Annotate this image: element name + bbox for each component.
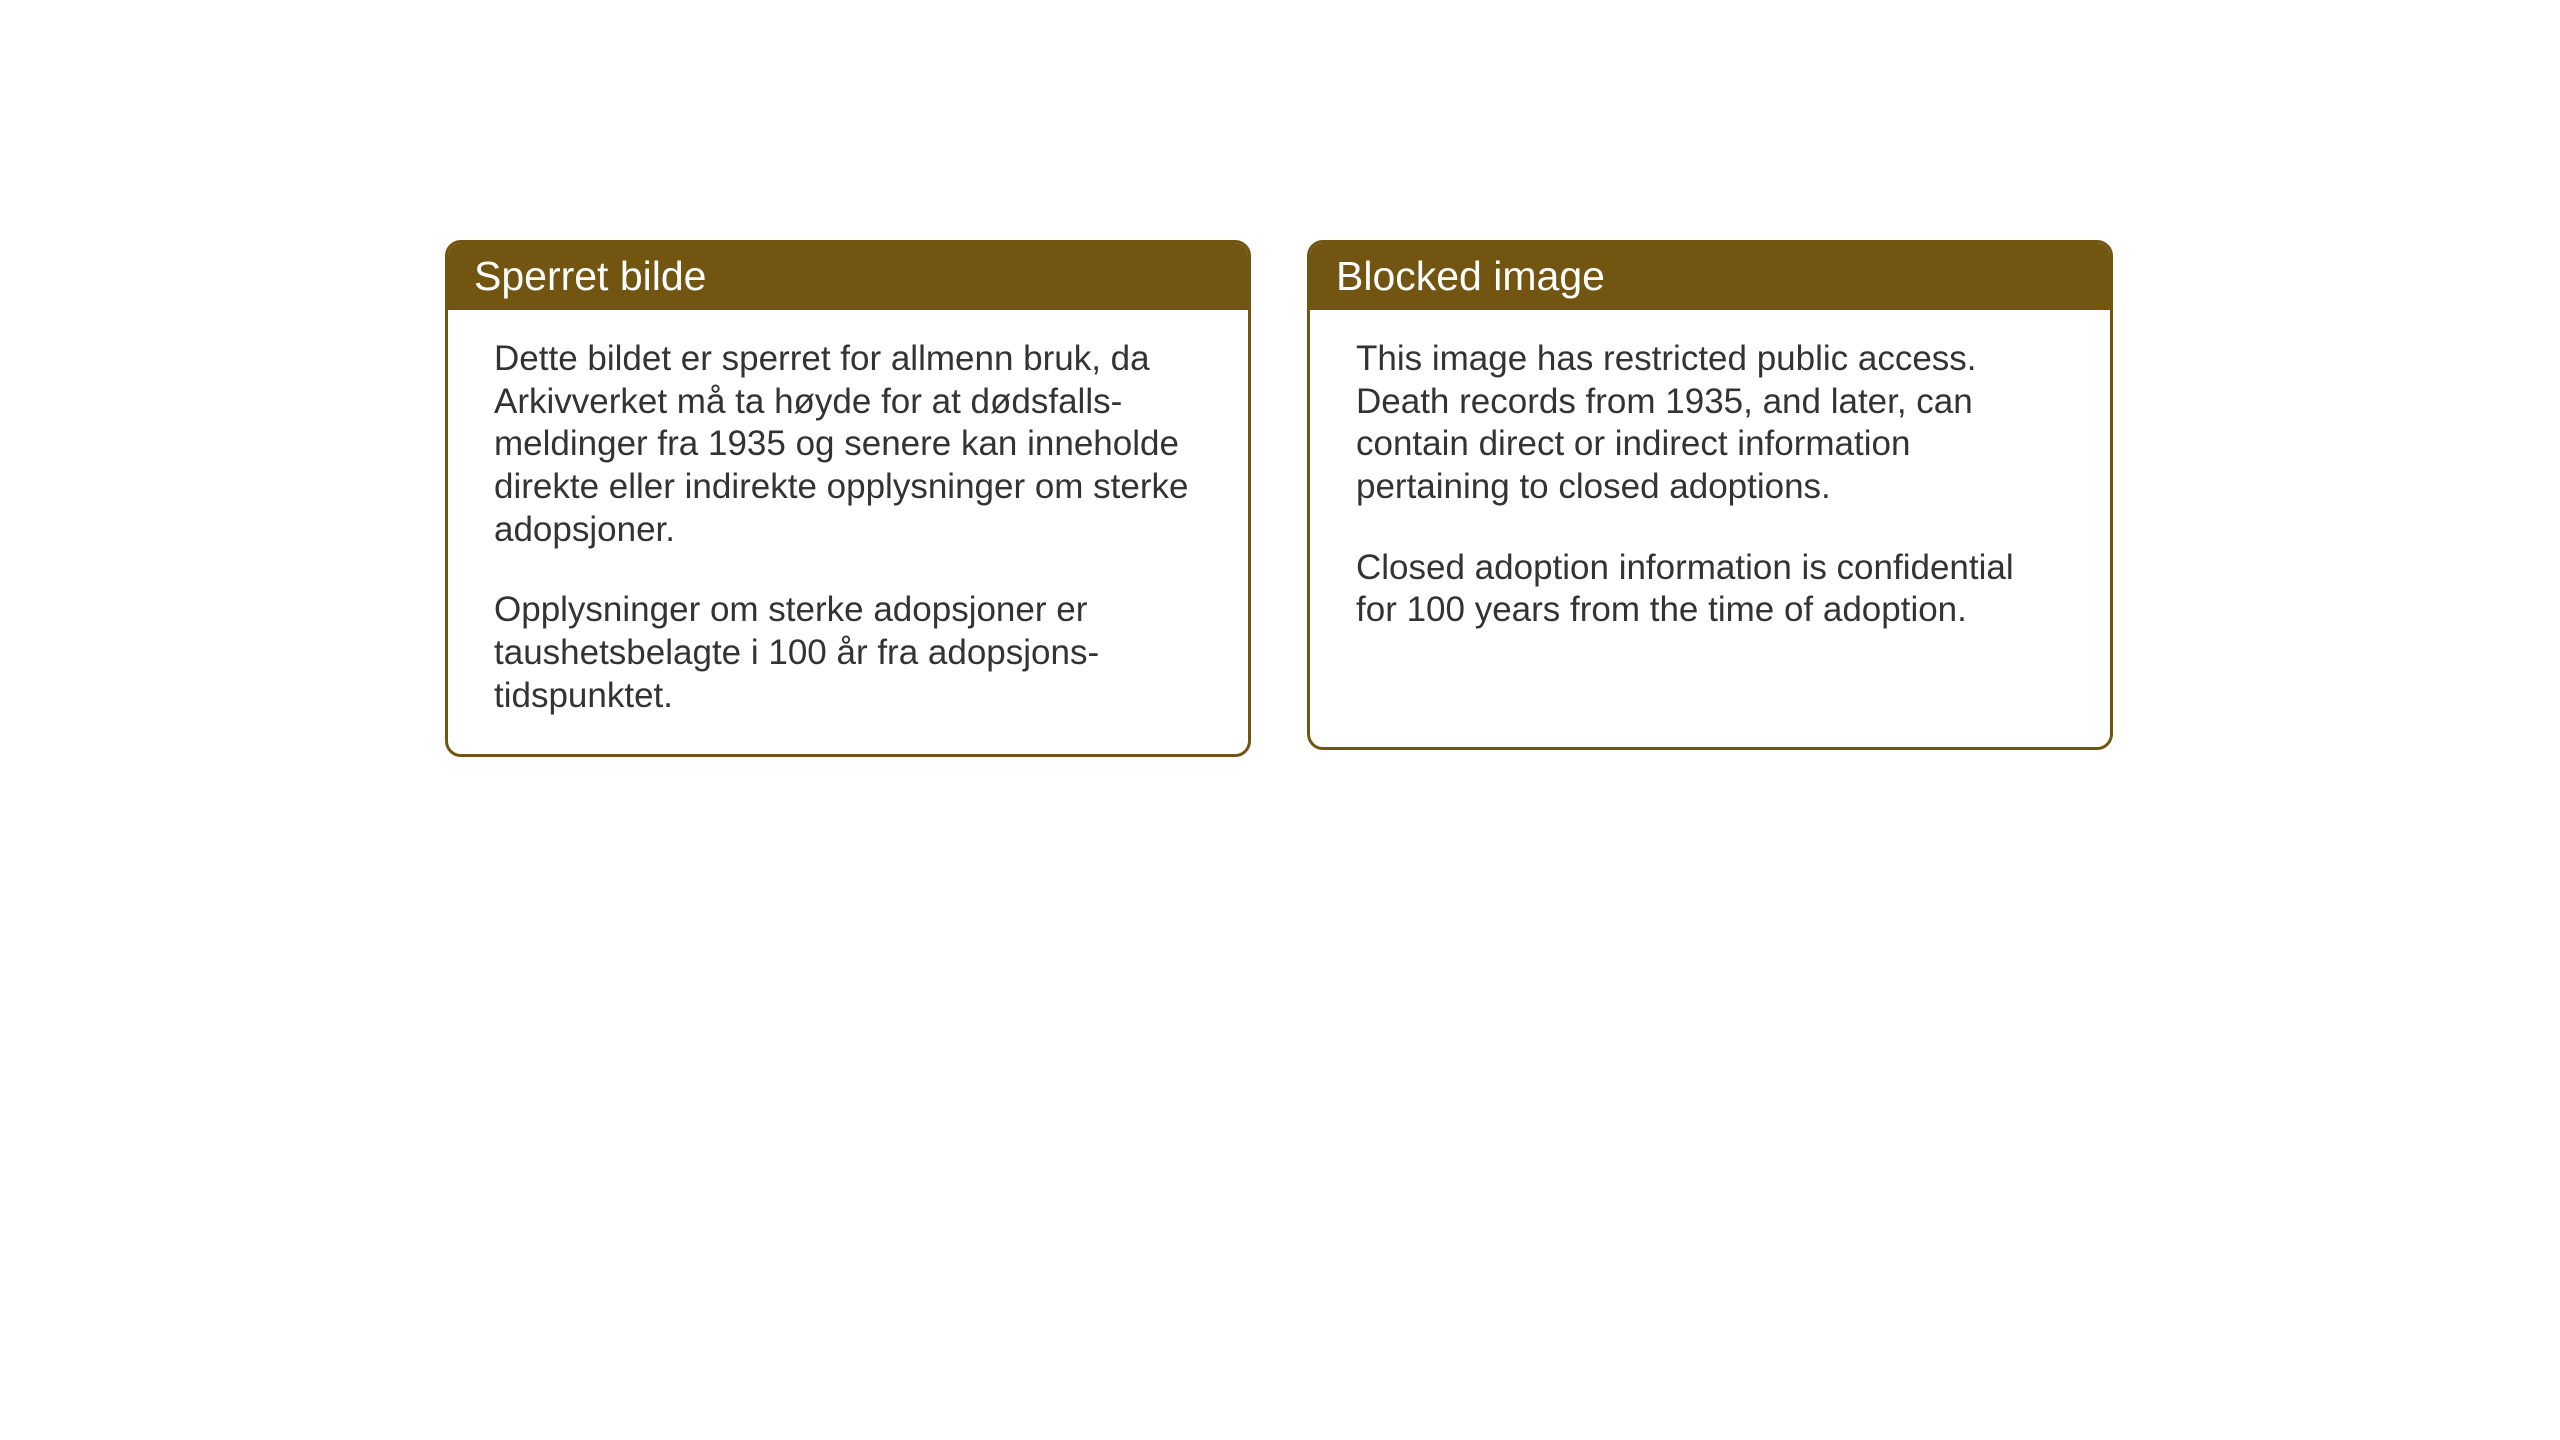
- norwegian-card: Sperret bilde Dette bildet er sperret fo…: [445, 240, 1251, 757]
- english-paragraph-1: This image has restricted public access.…: [1356, 338, 2064, 509]
- norwegian-paragraph-2: Opplysninger om sterke adopsjoner er tau…: [494, 589, 1202, 717]
- norwegian-card-title: Sperret bilde: [448, 243, 1248, 310]
- english-card-title: Blocked image: [1310, 243, 2110, 310]
- cards-container: Sperret bilde Dette bildet er sperret fo…: [445, 240, 2113, 757]
- norwegian-paragraph-1: Dette bildet er sperret for allmenn bruk…: [494, 338, 1202, 551]
- english-card: Blocked image This image has restricted …: [1307, 240, 2113, 750]
- english-paragraph-2: Closed adoption information is confident…: [1356, 547, 2064, 632]
- english-card-body: This image has restricted public access.…: [1310, 310, 2110, 668]
- norwegian-card-body: Dette bildet er sperret for allmenn bruk…: [448, 310, 1248, 754]
